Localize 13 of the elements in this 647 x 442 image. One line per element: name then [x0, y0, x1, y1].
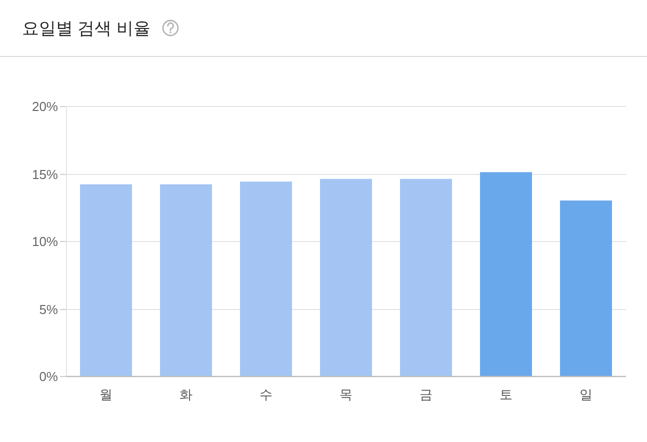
y-tick-label: 10% [32, 234, 58, 249]
x-tick-label: 수 [260, 387, 272, 402]
y-tick-label: 5% [39, 302, 58, 317]
x-tick-label: 화 [180, 387, 192, 402]
chart-title: 요일별 검색 비율 [22, 19, 150, 38]
y-tick-label: 20% [32, 99, 58, 114]
y-tick-label: 15% [32, 167, 58, 182]
x-tick-label: 월 [100, 387, 112, 402]
x-tick-label: 일 [580, 387, 592, 402]
x-tick-label: 목 [340, 387, 352, 402]
x-tick-label: 금 [420, 387, 432, 402]
y-tick-label: 0% [39, 369, 58, 384]
x-tick-label: 토 [500, 387, 512, 402]
